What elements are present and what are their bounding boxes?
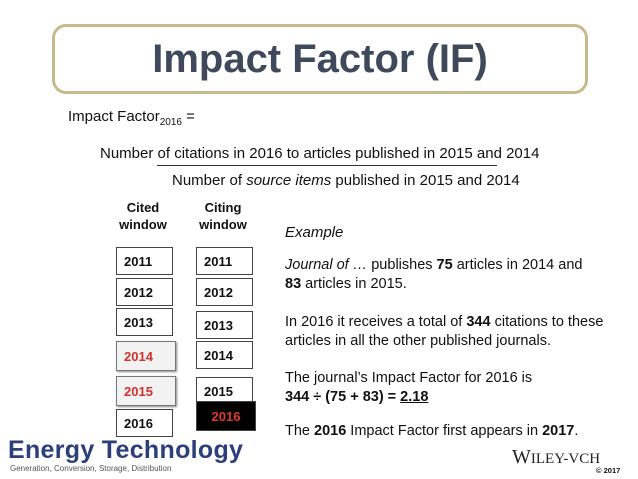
- citing-year-2015: 2015: [196, 377, 253, 405]
- copyright-notice: © 2017: [596, 466, 621, 475]
- title-box: Impact Factor (IF): [52, 24, 588, 94]
- citing-year-2016: 2016: [196, 401, 256, 431]
- p1-text-b: articles in 2014 and: [452, 257, 583, 273]
- impact-factor-label: Impact Factor2016 =: [68, 108, 195, 128]
- citing-window-heading: Citing window: [188, 199, 258, 233]
- example-paragraph-4: The 2016 Impact Factor first appears in …: [285, 422, 615, 441]
- citing-heading-line2: window: [199, 217, 247, 232]
- example-heading: Example: [285, 224, 344, 241]
- energy-technology-tagline: Generation, Conversion, Storage, Distrib…: [10, 464, 172, 473]
- wiley-vch-logo: WILEY-VCH: [512, 446, 600, 469]
- articles-2015-count: 83: [285, 276, 302, 292]
- citations-count: 344: [466, 314, 491, 330]
- p1-text-c: articles in 2015.: [301, 276, 407, 292]
- cited-year-2013: 2013: [116, 308, 173, 336]
- p3-text-a: The journal’s Impact Factor for 2016 is: [285, 370, 533, 386]
- p1-text-a: publishes: [367, 257, 437, 273]
- cited-year-2015: 2015: [116, 376, 176, 406]
- if-calculation: 344 ÷ (75 + 83) =: [285, 389, 401, 405]
- wiley-initial: W: [512, 446, 531, 468]
- fraction-line: [157, 165, 497, 166]
- articles-2014-count: 75: [436, 257, 453, 273]
- page-title: Impact Factor (IF): [152, 36, 488, 81]
- formula-denominator: Number of source items published in 2015…: [172, 172, 520, 189]
- appears-year: 2017: [542, 423, 575, 439]
- cited-year-2016: 2016: [116, 409, 173, 437]
- example-paragraph-2: In 2016 it receives a total of 344 citat…: [285, 313, 615, 351]
- denominator-pre: Number of: [172, 172, 247, 189]
- cited-year-2011: 2011: [116, 247, 173, 275]
- citing-year-2014: 2014: [196, 341, 253, 369]
- example-paragraph-3: The journal’s Impact Factor for 2016 is …: [285, 369, 615, 407]
- citing-heading-line1: Citing: [204, 200, 242, 215]
- if-label-main: Impact Factor: [68, 108, 160, 125]
- cited-year-2012: 2012: [116, 278, 173, 306]
- formula-numerator: Number of citations in 2016 to articles …: [100, 145, 540, 162]
- p4-text-c: .: [574, 423, 579, 439]
- citing-year-2013: 2013: [196, 311, 253, 339]
- cited-year-2014: 2014: [116, 341, 176, 371]
- cited-heading-line2: window: [119, 217, 167, 232]
- energy-technology-logo: Energy Technology: [8, 436, 244, 464]
- p2-text-b: citations to these articles in all the o…: [285, 314, 604, 349]
- p4-text-a: The: [285, 423, 315, 439]
- if-result: 2.18: [400, 389, 429, 405]
- citing-year-2012: 2012: [196, 278, 253, 306]
- denominator-post: published in 2015 and 2014: [331, 172, 520, 189]
- wiley-suffix: -VCH: [563, 451, 601, 467]
- example-paragraph-1: Journal of … publishes 75 articles in 20…: [285, 256, 615, 294]
- citing-year-2011: 2011: [196, 247, 253, 275]
- p2-text-a: In 2016 it receives a total of: [285, 314, 467, 330]
- if-label-eq: =: [181, 108, 195, 125]
- cited-window-heading: Cited window: [108, 199, 178, 233]
- journal-name: Journal of …: [285, 257, 368, 273]
- p4-text-b: Impact Factor first appears in: [346, 423, 543, 439]
- wiley-rest: ILEY: [530, 451, 564, 467]
- denominator-italic: source items: [246, 172, 332, 189]
- if-label-sub: 2016: [159, 117, 182, 128]
- cited-heading-line1: Cited: [126, 200, 160, 215]
- if-year: 2016: [314, 423, 347, 439]
